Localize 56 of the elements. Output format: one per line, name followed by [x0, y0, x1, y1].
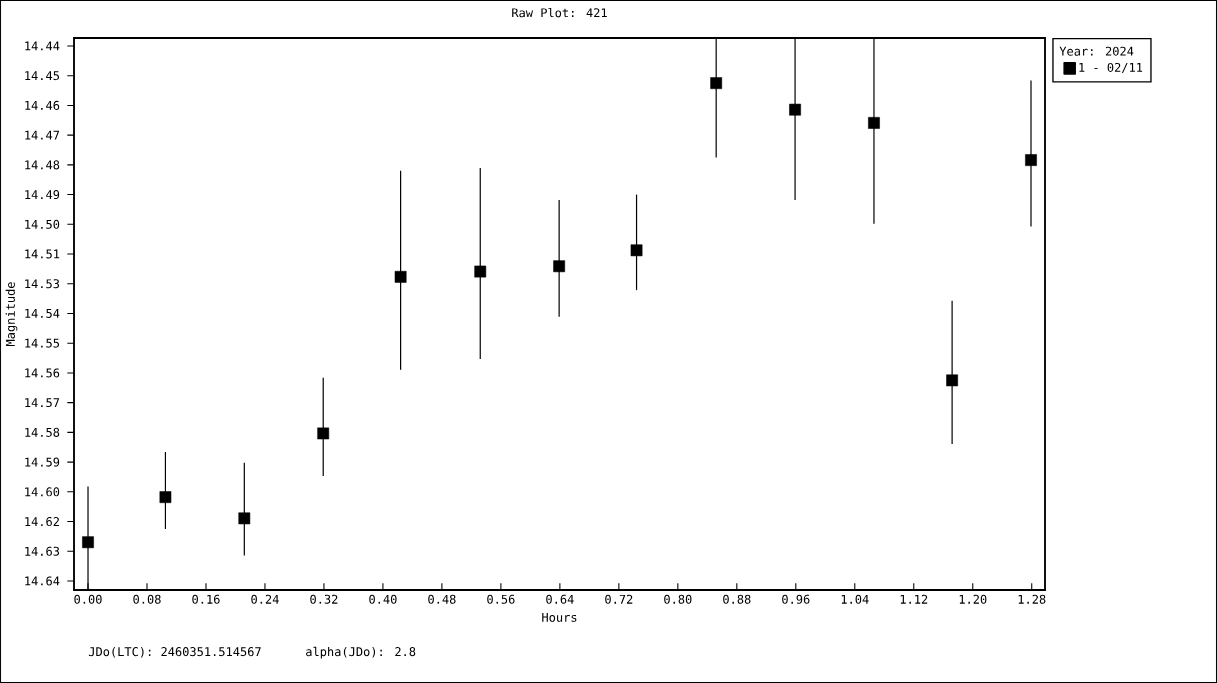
x-axis-title: Hours [542, 612, 577, 622]
legend-title: Year: 2024 [1059, 46, 1134, 56]
point [630, 244, 643, 257]
y-tick-label: 14.59 [25, 457, 60, 467]
point [868, 117, 880, 129]
x-tick-label: 0.72 [605, 594, 633, 604]
y-tick-label: 14.48 [25, 160, 60, 170]
y-tick-label: 14.62 [25, 517, 59, 527]
text: JDo(LTC): 2460351.514567 [88, 646, 261, 658]
y-tick-label: 14.45 [25, 71, 60, 81]
point [1025, 154, 1037, 166]
y-tick-label: 14.51 [25, 249, 60, 259]
x-tick-label: 1.20 [959, 594, 987, 604]
x-tick-label: 1.28 [1018, 594, 1046, 604]
y-tick-label: 14.55 [25, 338, 60, 348]
y-tick-label: 14.56 [25, 368, 60, 378]
y-tick-label: 14.63 [25, 546, 60, 556]
point [946, 374, 958, 387]
x-tick-label: 0.08 [133, 594, 161, 604]
legend-label: 1 - 02/11 [1079, 62, 1143, 73]
point [710, 77, 723, 89]
y-tick-label: 14.57 [25, 398, 60, 408]
x-tick-label: 1.04 [841, 594, 869, 604]
point [553, 260, 566, 273]
x-tick-label: 0.64 [546, 594, 574, 604]
y-axis-title: Magnitude [5, 282, 18, 347]
chart-title: Raw Plot: 421 [512, 7, 607, 18]
y-tick-label: 14.44 [25, 41, 60, 51]
y-tick-label: 14.54 [25, 309, 60, 318]
point [82, 536, 94, 549]
point [317, 427, 330, 440]
x-tick-label: 0.56 [487, 594, 515, 604]
x-tick-label: 0.80 [664, 594, 692, 604]
point [394, 270, 407, 283]
x-tick-label: 0.48 [428, 594, 456, 604]
x-tick-label: 0.24 [251, 594, 279, 604]
x-tick-label: 1.12 [900, 594, 928, 604]
point [238, 512, 251, 525]
y-tick-label: 14.64 [25, 576, 60, 586]
point [159, 491, 172, 503]
x-tick-label: 0.00 [74, 594, 102, 604]
point [789, 103, 801, 116]
x-tick-label: 0.96 [782, 594, 810, 604]
y-tick-label: 14.60 [25, 487, 60, 497]
y-tick-label: 14.49 [25, 190, 60, 200]
y-tick-label: 14.47 [25, 130, 60, 140]
y-tick-label: 14.58 [25, 427, 60, 437]
y-tick-label: 14.50 [25, 219, 60, 229]
x-tick-label: 0.88 [723, 594, 751, 604]
x-tick-label: 0.32 [310, 594, 338, 604]
x-tick-label: 0.16 [192, 594, 220, 604]
x-tick-label: 0.40 [369, 594, 397, 604]
point [474, 265, 487, 278]
y-tick-label: 14.46 [25, 100, 60, 110]
y-tick-label: 14.53 [25, 279, 60, 289]
text: alpha(JDo): 2.8 [306, 646, 416, 659]
